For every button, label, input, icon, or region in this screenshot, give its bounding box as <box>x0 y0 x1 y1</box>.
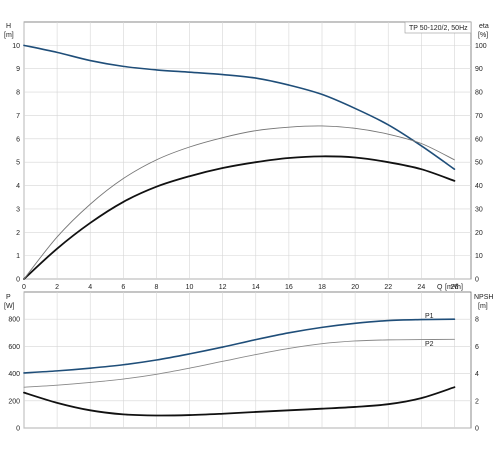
top-right-tick-label: 90 <box>475 66 483 73</box>
top-right-tick-label: 100 <box>475 43 487 50</box>
bottom-right-axis-label: NPSH <box>474 294 493 301</box>
top-right-axis-label: eta <box>479 23 489 30</box>
top-left-tick-label: 8 <box>16 90 20 97</box>
bottom-left-tick-label: 800 <box>8 317 20 324</box>
top-right-tick-label: 80 <box>475 90 483 97</box>
bottom-right-tick-label: 6 <box>475 344 479 351</box>
top-x-tick-label: 12 <box>219 284 227 291</box>
top-x-tick-label: 2 <box>55 284 59 291</box>
top-left-tick-label: 3 <box>16 206 20 213</box>
top-right-tick-label: 30 <box>475 206 483 213</box>
top-left-tick-label: 7 <box>16 113 20 120</box>
top-x-tick-label: 10 <box>186 284 194 291</box>
top-x-tick-label: 14 <box>252 284 260 291</box>
bottom-series-line-0 <box>23 318 456 374</box>
series-label-p1: P1 <box>425 313 434 320</box>
top-x-tick-label: 0 <box>22 284 26 291</box>
top-series-line-1 <box>23 155 456 280</box>
top-series-line-2 <box>23 125 455 280</box>
top-right-tick-label: 50 <box>475 160 483 167</box>
top-left-tick-label: 6 <box>16 136 20 143</box>
top-x-tick-label: 20 <box>351 284 359 291</box>
top-x-tick-label: 18 <box>318 284 326 291</box>
bottom-left-tick-label: 0 <box>16 426 20 433</box>
bottom-right-tick-label: 0 <box>475 426 479 433</box>
top-right-axis-unit: [%] <box>478 32 488 39</box>
top-right-tick-label: 60 <box>475 136 483 143</box>
top-x-tick-label: 22 <box>384 284 392 291</box>
bottom-right-tick-label: 8 <box>475 317 479 324</box>
bottom-series-line-2 <box>23 386 456 417</box>
top-right-tick-label: 40 <box>475 183 483 190</box>
bottom-right-axis-unit: [m] <box>478 303 488 310</box>
top-right-tick-label: 20 <box>475 230 483 237</box>
bottom-left-tick-label: 400 <box>8 371 20 378</box>
x-axis-label: Q <box>437 284 443 291</box>
top-series-line-0 <box>23 44 456 170</box>
bottom-series-line-1 <box>23 338 455 388</box>
bottom-right-tick-label: 4 <box>475 371 479 378</box>
top-left-tick-label: 2 <box>16 230 20 237</box>
bottom-left-axis-label: P <box>6 294 11 301</box>
top-right-tick-label: 0 <box>475 277 479 284</box>
top-x-tick-label: 4 <box>88 284 92 291</box>
top-x-tick-label: 24 <box>417 284 425 291</box>
bottom-series-lines <box>23 318 456 417</box>
bottom-left-axis-unit: [W] <box>4 303 15 310</box>
power-npsh-panel: 0 200 400 600 800 0 2 4 6 8 P [W] NPSH [m] P1 P2 <box>4 291 493 433</box>
top-grid <box>23 22 471 280</box>
top-left-tick-label: 0 <box>16 277 20 284</box>
top-x-tick-label: 8 <box>154 284 158 291</box>
top-left-tick-label: 9 <box>16 66 20 73</box>
top-x-tick-label: 26 <box>451 284 459 291</box>
top-left-tick-label: 10 <box>12 43 20 50</box>
top-plot-frame <box>23 21 472 280</box>
top-x-tick-label: 16 <box>285 284 293 291</box>
legend-box <box>404 21 472 34</box>
top-series-lines <box>23 44 456 280</box>
top-left-tick-label: 4 <box>16 183 20 190</box>
top-left-tick-label: 1 <box>16 253 20 260</box>
top-left-axis-label: H <box>6 23 11 30</box>
series-label-p2: P2 <box>425 341 434 348</box>
top-left-tick-label: 5 <box>16 160 20 167</box>
top-right-tick-label: 10 <box>475 253 483 260</box>
x-axis-unit: [m³/h] <box>445 284 463 291</box>
bottom-plot-frame <box>23 291 472 429</box>
bottom-tick-labels: 0 200 400 600 800 0 2 4 6 8 <box>8 317 479 433</box>
top-right-tick-label: 70 <box>475 113 483 120</box>
top-x-tick-label: 6 <box>121 284 125 291</box>
chart-title: TP 50-120/2, 50Hz <box>409 25 468 32</box>
bottom-left-tick-label: 200 <box>8 398 20 405</box>
bottom-right-tick-label: 2 <box>475 398 479 405</box>
bottom-left-tick-label: 600 <box>8 344 20 351</box>
top-left-axis-unit: [m] <box>4 32 14 39</box>
